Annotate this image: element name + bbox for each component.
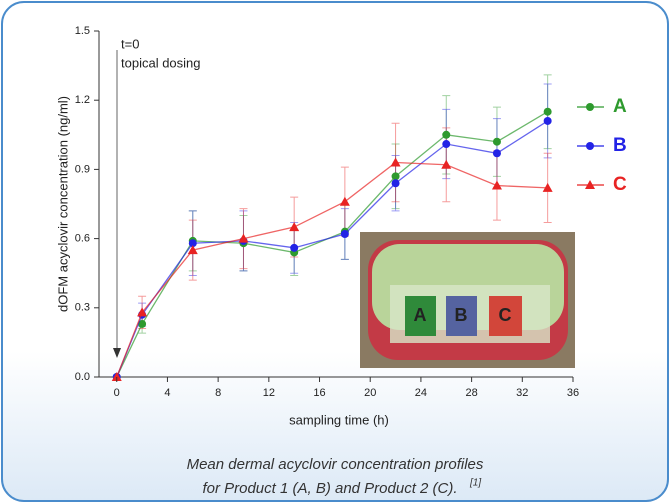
data-point xyxy=(542,182,553,192)
legend-marker xyxy=(586,142,594,150)
data-point xyxy=(289,222,300,232)
inset-photo xyxy=(360,232,575,368)
x-tick-label: 16 xyxy=(313,387,325,399)
data-point xyxy=(543,116,552,125)
data-point xyxy=(290,243,299,252)
data-point xyxy=(543,107,552,116)
annotation: topical dosing xyxy=(121,55,201,70)
x-tick-label: 28 xyxy=(465,387,477,399)
data-point xyxy=(340,229,349,238)
caption: Mean dermal acyclovir concentration prof… xyxy=(187,456,484,473)
inset-label: B xyxy=(455,305,468,325)
data-point xyxy=(137,307,148,317)
inset-label: C xyxy=(499,305,512,325)
y-tick-label: 0.6 xyxy=(75,233,90,245)
series-line xyxy=(116,161,548,378)
x-tick-label: 20 xyxy=(364,387,376,399)
data-point xyxy=(391,172,400,181)
legend-label: C xyxy=(613,174,627,195)
legend-marker xyxy=(586,103,594,111)
data-point xyxy=(238,233,249,243)
y-tick-label: 0.9 xyxy=(75,163,90,175)
caption: for Product 1 (A, B) and Product 2 (C). xyxy=(202,480,457,497)
series-line xyxy=(116,120,549,378)
data-point xyxy=(391,179,400,188)
data-point xyxy=(442,140,451,149)
x-axis-label: sampling time (h) xyxy=(289,412,389,427)
y-tick-label: 1.2 xyxy=(75,94,90,106)
x-tick-label: 0 xyxy=(114,387,120,399)
x-tick-label: 8 xyxy=(215,387,221,399)
arrow-head xyxy=(113,348,121,358)
legend-marker xyxy=(585,180,595,189)
x-tick-label: 24 xyxy=(415,387,427,399)
annotation: t=0 xyxy=(121,36,139,51)
data-point xyxy=(492,149,501,158)
x-tick-label: 4 xyxy=(164,387,170,399)
data-point xyxy=(491,180,502,190)
data-point xyxy=(442,130,451,139)
data-point xyxy=(390,157,401,167)
data-point xyxy=(138,319,147,328)
y-tick-label: 0.3 xyxy=(75,302,90,314)
y-axis-label: dOFM acyclovir concentration (ng/ml) xyxy=(55,96,70,312)
caption-reference: [1] xyxy=(469,478,481,489)
y-tick-label: 1.5 xyxy=(75,25,90,37)
data-point xyxy=(492,137,501,146)
x-tick-label: 36 xyxy=(567,387,579,399)
legend-label: A xyxy=(613,96,627,117)
data-point xyxy=(441,159,452,169)
data-point xyxy=(339,196,350,206)
inset-label: A xyxy=(414,305,427,325)
x-tick-label: 32 xyxy=(516,387,528,399)
series-line xyxy=(116,111,548,378)
data-point xyxy=(188,239,197,248)
data-point xyxy=(187,245,198,255)
data-point xyxy=(111,372,122,381)
x-tick-label: 12 xyxy=(263,387,275,399)
legend-label: B xyxy=(613,135,627,156)
y-tick-label: 0.0 xyxy=(75,371,90,383)
